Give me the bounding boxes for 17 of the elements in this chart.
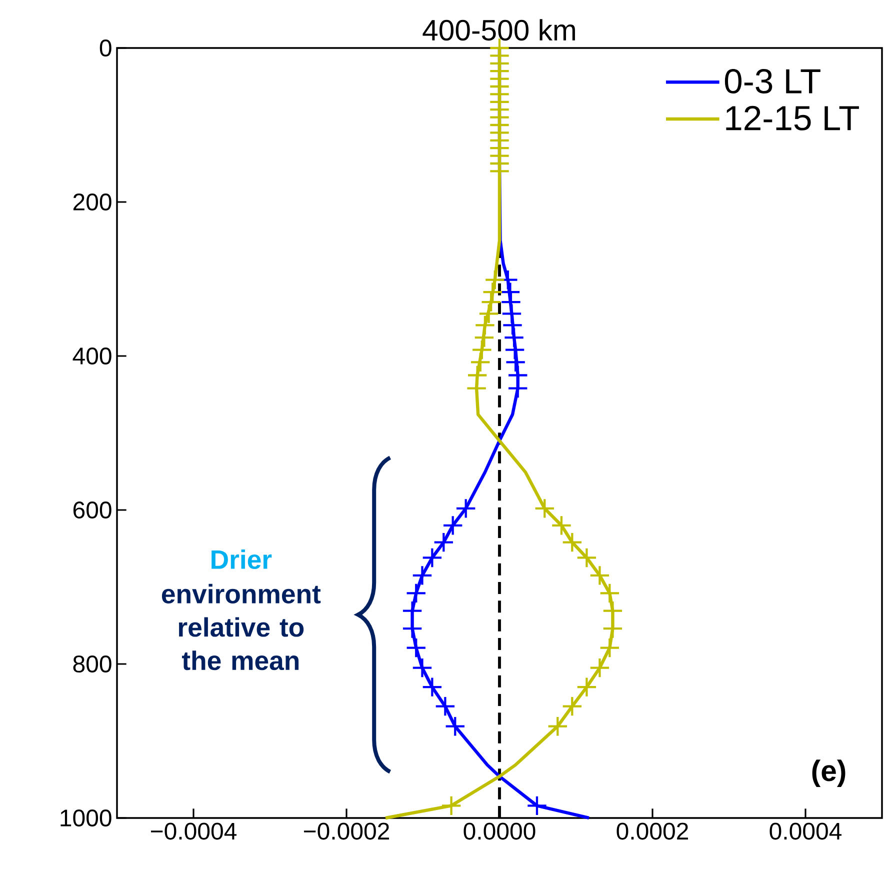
annotation: environment relative to the mean bbox=[162, 584, 321, 670]
x-tick-label: 0.0000 bbox=[464, 822, 536, 840]
y-tick-label: 1000 bbox=[60, 809, 112, 826]
x-tick-label: 0.0004 bbox=[770, 822, 842, 840]
legend-label: 0-3 LT bbox=[724, 68, 820, 94]
x-tick-label: −0.0004 bbox=[150, 822, 237, 840]
y-tick-label: 200 bbox=[73, 193, 112, 210]
x-tick-label: −0.0002 bbox=[304, 822, 390, 840]
y-tick-label: 0 bbox=[100, 39, 112, 56]
x-tick-label: 0.0002 bbox=[616, 822, 688, 840]
chart-title: 400-500 km bbox=[422, 19, 575, 41]
legend-label: 12-15 LT bbox=[726, 106, 859, 130]
annotation: (e) bbox=[812, 760, 846, 787]
annotation: Drier bbox=[212, 549, 272, 570]
y-tick-label: 600 bbox=[73, 501, 112, 518]
y-tick-label: 800 bbox=[73, 655, 112, 672]
y-tick-label: 400 bbox=[72, 347, 112, 364]
